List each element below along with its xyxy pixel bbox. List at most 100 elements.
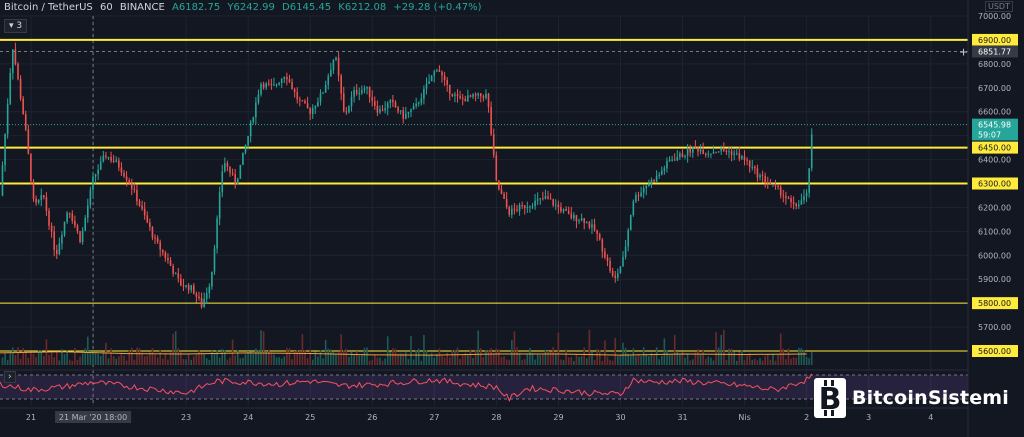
candle-body [193,285,195,294]
candle-body [720,148,723,152]
volume-bar [40,350,43,365]
volume-bar [808,358,810,365]
volume-bar [97,353,99,365]
volume-bar [485,350,487,365]
candle-body [213,248,216,272]
candle-body [154,237,156,239]
candle-body [340,75,342,94]
time-axis[interactable]: 21 21 Mar '20 18:00 23 24 25 26 27 28 29 30 31 Nis 2… [0,407,968,423]
price-label-last [972,118,1018,131]
candle-body [361,89,363,94]
candle-body [322,92,324,94]
plus-icon: + [959,45,968,58]
volume-bar [32,354,35,365]
candle-body [702,149,704,154]
volume-bar [301,334,304,365]
volume-bar [741,349,743,365]
candle-body [430,75,433,82]
volume-bar [580,356,583,365]
time-tick-label: 21 [26,413,36,422]
volume-ma-line [0,351,807,356]
candle-body [381,109,384,111]
level-price-label [972,297,1018,310]
candle-body [151,227,154,238]
candle-body [464,98,467,102]
candle-body [358,93,361,95]
candle-body [156,237,159,243]
volume-bar [549,352,552,365]
symbol-header[interactable]: Bitcoin / TetherUS 60 BINANCE A6182.75 Y… [4,2,482,13]
candle-body [653,180,655,182]
volume-bar [205,358,208,365]
volume-bar [717,347,720,365]
candle-body [423,88,425,99]
volume-bar [105,342,107,365]
candle-body [513,208,516,210]
interval[interactable]: 60 [99,2,113,13]
candle-body [800,200,803,205]
volume-bar [48,354,50,365]
candle-body [172,265,174,274]
rsi-collapse-button[interactable]: › [4,371,16,383]
volume-bar [6,359,9,365]
symbol-name[interactable]: Bitcoin / TetherUS [4,2,93,13]
candle-body [508,207,511,215]
volume-bar [772,353,774,365]
support-resistance-lines[interactable] [0,38,968,352]
volume-bar [402,353,405,365]
volume-bar [764,356,766,365]
candle-body [606,257,609,261]
volume-bar [156,357,159,365]
price-axis[interactable]: 7000.006900.006800.006700.006600.006500.… [959,0,1024,437]
candle-body [89,189,92,206]
volume-bar [640,356,642,365]
volume-bar [304,349,306,365]
volume-bar [35,357,37,365]
volume-bar [552,347,554,365]
candle-body [270,84,273,86]
volume-bar [407,359,410,365]
time-tick-label: 25 [305,413,315,422]
indicator-toggle[interactable]: ▾ 3 [4,19,28,33]
candle-body [681,153,684,157]
volume-bar [800,348,803,365]
volume-bar [260,330,262,365]
volume-bar [345,348,348,365]
volume-bar [689,360,692,365]
volume-bar [415,349,417,365]
volume-bar [309,349,311,365]
volume-bar [340,334,342,365]
volume-bar [614,337,617,365]
candle-body [798,204,800,207]
candle-body [226,163,229,167]
candle-body [689,149,692,153]
volume-bar [66,349,68,365]
volume-bar [293,351,296,365]
volume-bar [27,357,30,365]
candle-body [624,246,627,257]
candle-body [712,152,715,154]
candle-body [348,106,350,113]
candle-body [335,57,337,60]
candle-body [415,103,417,107]
price-tick-label: 6000.00 [978,251,1011,260]
candle-body [717,151,720,153]
volume-bar [790,358,792,365]
candle-body [218,192,221,219]
candle-body [22,98,24,115]
volume-bar [247,351,249,365]
volume-bar [102,351,105,365]
volume-bar [754,358,756,365]
volume-bar [707,356,710,365]
candle-body [591,224,593,228]
volume-bar [782,348,785,365]
volume-bar [624,347,627,365]
candle-body [604,251,606,258]
candle-body [182,285,185,287]
volume-bar [671,354,673,365]
candle-body [1,165,4,196]
candle-body [345,111,348,113]
volume-bar [275,357,278,365]
candle-body [544,196,547,199]
